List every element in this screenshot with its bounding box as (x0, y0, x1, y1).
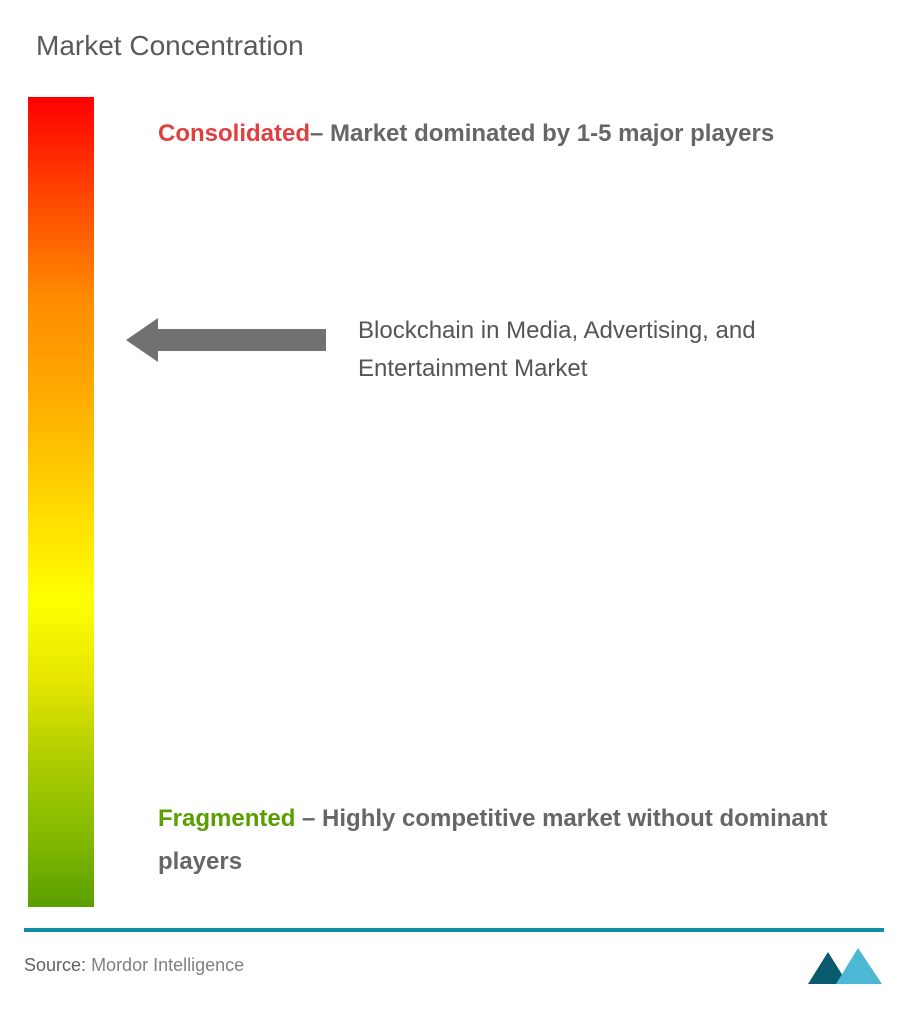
fragmented-label: Fragmented – Highly competitive market w… (158, 797, 860, 883)
footer: Source: Mordor Intelligence (24, 928, 884, 986)
marker-arrow (126, 327, 326, 353)
arrow-body (158, 329, 326, 351)
source-text: Source: Mordor Intelligence (24, 955, 244, 976)
consolidated-description: – Market dominated by 1-5 major players (310, 120, 774, 147)
source-value: Mordor Intelligence (91, 955, 244, 975)
infographic-container: Market Concentration Consolidated– Marke… (0, 0, 908, 1010)
arrow-icon (126, 327, 326, 353)
marker-label: Blockchain in Media, Advertising, and En… (358, 312, 838, 389)
chart-title: Market Concentration (36, 30, 880, 62)
concentration-gradient-bar (28, 97, 94, 907)
consolidated-keyword: Consolidated (158, 120, 310, 147)
source-label: Source: (24, 955, 86, 975)
brand-logo-icon (806, 944, 884, 986)
content-area: Consolidated– Market dominated by 1-5 ma… (28, 97, 880, 907)
arrow-head-icon (126, 318, 158, 362)
consolidated-label: Consolidated– Market dominated by 1-5 ma… (158, 112, 860, 155)
fragmented-keyword: Fragmented (158, 805, 295, 832)
